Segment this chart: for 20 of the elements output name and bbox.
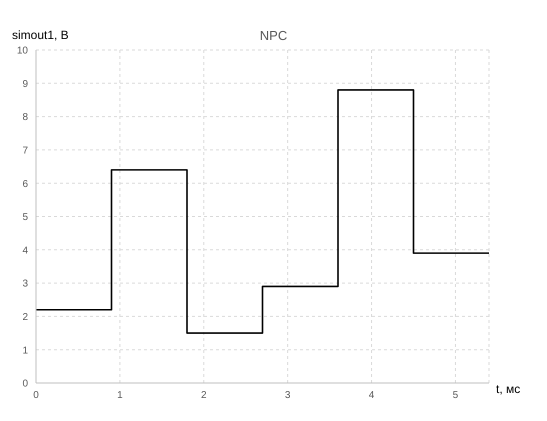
- y-axis-title: simout1, B: [12, 28, 69, 42]
- x-tick-label: 0: [33, 390, 40, 402]
- y-tick-label: 4: [22, 245, 28, 256]
- x-tick-label: 3: [284, 390, 291, 402]
- x-tick-label: 1: [117, 390, 124, 402]
- y-tick-label: 3: [22, 278, 28, 290]
- y-tick-label: 5: [22, 212, 28, 224]
- y-tick-label: 1: [22, 345, 28, 356]
- x-axis-title: t, мс: [496, 382, 520, 396]
- y-tick-label: 8: [22, 112, 28, 124]
- y-tick-label: 0: [22, 378, 28, 390]
- y-tick-label: 6: [22, 178, 28, 190]
- chart-title: NPC: [260, 28, 288, 43]
- x-tick-label: 2: [200, 390, 207, 402]
- y-tick-label: 10: [16, 46, 28, 57]
- x-tick-label: 5: [452, 390, 459, 402]
- y-tick-label: 2: [22, 312, 28, 323]
- y-tick-label: 9: [22, 78, 28, 90]
- y-tick-label: 7: [22, 145, 28, 156]
- x-tick-label: 4: [368, 390, 375, 402]
